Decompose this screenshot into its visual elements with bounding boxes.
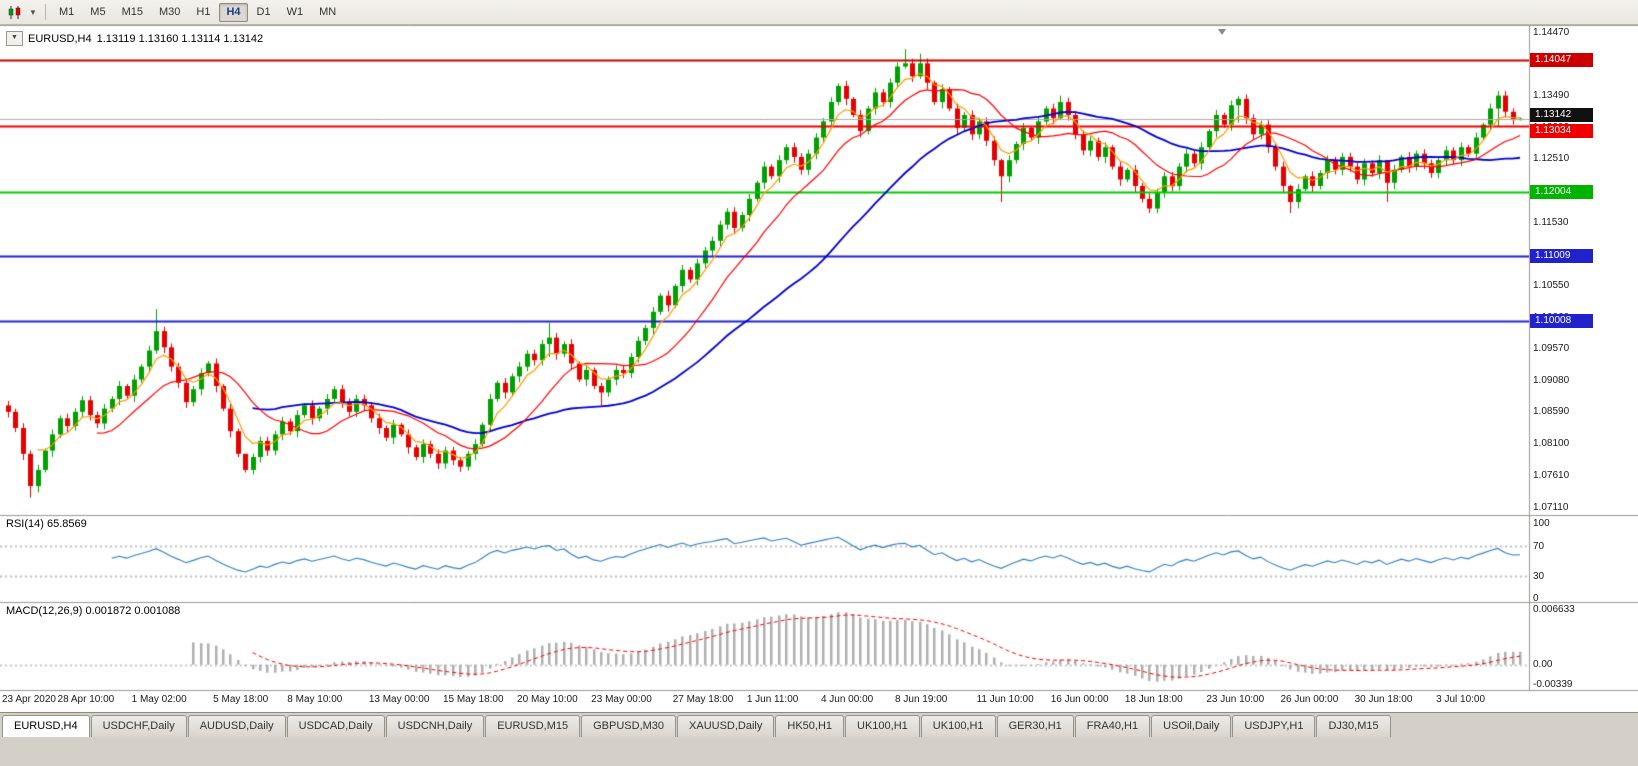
price-axis-label: 1.14470 [1533,27,1570,38]
time-axis-label: 23 Apr 2020 [2,694,56,705]
macd-indicator-label: MACD(12,26,9) 0.001872 0.001088 [6,605,181,617]
rsi-axis-label: 30 [1533,570,1545,582]
rsi-axis-label: 70 [1533,540,1545,552]
timeframe-toolbar: ▼ M1 M5 M15 M30 H1 H4 D1 W1 MN [0,0,1638,25]
pane-separator[interactable] [0,513,1638,518]
price-axis-label: 1.09570 [1533,343,1570,355]
time-axis-label: 18 Jun 18:00 [1124,694,1183,705]
timeframe-buttons-group: M1 M5 M15 M30 H1 H4 D1 W1 MN [51,2,344,22]
rsi-indicator-label: RSI(14) 65.8569 [6,518,87,530]
time-axis-label: 3 Jul 10:00 [1436,694,1486,705]
chart-ohlc-values: 1.13119 1.13160 1.13114 1.13142 [96,32,264,45]
tab-usdcnh-daily[interactable]: USDCNH,Daily [385,715,485,737]
tab-eurusd-m15[interactable]: EURUSD,M15 [485,715,581,737]
tab-fra40-h1[interactable]: FRA40,H1 [1074,715,1151,737]
price-axis-label: 1.12510 [1533,153,1570,165]
macd-axis-label-min: -0.00339 [1533,679,1573,690]
tab-eurusd-h4[interactable]: EURUSD,H4 [2,715,90,737]
price-tag-1-12004[interactable]: 1.12004 [1530,185,1593,200]
time-axis-label: 28 Apr 10:00 [57,694,115,705]
time-axis-label: 23 May 00:00 [591,694,652,705]
time-axis-label: 26 Jun 00:00 [1280,694,1339,705]
time-axis-label: 4 Jun 00:00 [820,694,874,705]
chart-header: ▼ EURUSD,H4 1.13119 1.13160 1.13114 1.13… [6,31,263,46]
price-tag-1-13142[interactable]: 1.13142 [1530,107,1593,122]
pane-separator[interactable] [0,600,1638,605]
timeframe-button-mn[interactable]: MN [319,5,337,18]
time-axis-label: 16 Jun 00:00 [1050,694,1109,705]
time-axis-label: 20 May 10:00 [517,694,578,705]
tab-usoil-daily[interactable]: USOil,Daily [1151,715,1232,737]
timeframe-button-m15[interactable]: M15 [121,5,143,18]
timeframe-button-h4[interactable]: H4 [219,2,248,22]
tab-xauusd-daily[interactable]: XAUUSD,Daily [677,715,775,737]
time-axis-label: 13 May 00:00 [368,694,430,705]
price-axis-label: 1.13490 [1533,90,1570,102]
tab-uk100-h1[interactable]: UK100,H1 [920,715,996,737]
time-axis-label: 8 May 10:00 [287,694,343,705]
price-axis-label: 1.07110 [1533,502,1569,513]
time-axis-label: 8 Jun 19:00 [895,694,948,705]
price-axis-label: 1.09080 [1533,374,1570,386]
price-tag-1-14047[interactable]: 1.14047 [1530,53,1593,68]
price-axis-label: 1.08590 [1533,406,1570,418]
timeframe-button-m1[interactable]: M1 [59,5,75,18]
price-axis-label: 1.11530 [1533,216,1569,228]
time-axis-label: 27 May 18:00 [672,694,734,705]
chevron-down-icon[interactable]: ▼ [29,7,37,17]
time-axis-label: 1 May 02:00 [131,694,187,705]
tab-usdcad-daily[interactable]: USDCAD,Daily [286,715,385,737]
tab-uk100-h1[interactable]: UK100,H1 [845,715,920,737]
time-axis-label: 15 May 18:00 [442,694,504,705]
collapse-chart-button[interactable]: ▼ [6,31,23,46]
toolbar-separator [45,4,46,20]
candlestick-chart-icon[interactable] [4,2,26,23]
timeframe-button-m5[interactable]: M5 [90,5,106,18]
chart-shift-marker [1218,29,1226,35]
chart-tab-bar: EURUSD,H4 USDCHF,Daily AUDUSD,Daily USDCAD,… [0,712,1638,766]
macd-axis-label-zero: 0.00 [1533,658,1553,670]
tab-ger30-h1[interactable]: GER30,H1 [996,715,1074,737]
chart-symbol-period: EURUSD,H4 [28,32,92,45]
time-axis-label: 11 Jun 10:00 [976,694,1034,705]
price-tag-1-10008[interactable]: 1.10008 [1530,313,1593,328]
time-axis-label: 30 Jun 18:00 [1354,694,1413,705]
time-axis-label: 1 Jun 11:00 [746,694,799,705]
tab-usdchf-daily[interactable]: USDCHF,Daily [90,715,187,737]
timeframe-button-w1[interactable]: W1 [286,5,304,18]
tab-gbpusd-m30[interactable]: GBPUSD,M30 [581,715,677,737]
rsi-axis-label: 100 [1533,518,1550,529]
timeframe-button-h1[interactable]: H1 [196,5,211,18]
rsi-axis-label: 0 [1533,593,1539,604]
tab-hk50-h1[interactable]: HK50,H1 [775,715,845,737]
macd-axis-label-max: 0.006633 [1533,604,1575,615]
price-tag-1-11009[interactable]: 1.11009 [1530,249,1593,264]
timeframe-button-d1[interactable]: D1 [256,5,271,18]
timeframe-button-m30[interactable]: M30 [158,5,181,18]
tab-audusd-daily[interactable]: AUDUSD,Daily [187,715,286,737]
price-axis-label: 1.08100 [1533,438,1570,450]
price-tag-1-13034[interactable]: 1.13034 [1530,123,1593,138]
time-axis-label: 23 Jun 10:00 [1206,694,1265,705]
time-axis-label: 5 May 18:00 [213,694,269,705]
tab-dj30-m15[interactable]: DJ30,M15 [1316,715,1391,737]
tab-usdjpy-h1[interactable]: USDJPY,H1 [1232,715,1316,737]
price-axis-label: 1.10550 [1533,279,1570,291]
price-axis-label: 1.07610 [1533,469,1570,481]
